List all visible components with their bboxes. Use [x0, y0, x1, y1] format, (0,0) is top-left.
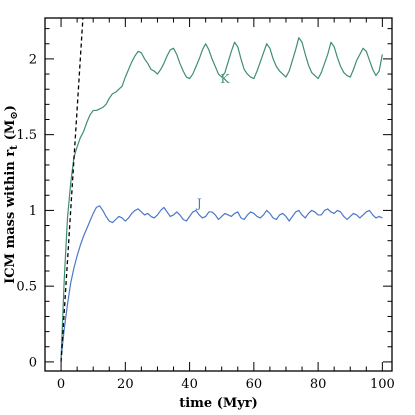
x-tick-label: 80: [310, 377, 327, 392]
series-label-k: K: [220, 72, 230, 86]
x-tick-label: 0: [57, 377, 65, 392]
x-axis-title: time (Myr): [179, 396, 258, 411]
y-tick-label: 0.5: [16, 280, 37, 295]
y-axis-title-close: ): [3, 105, 18, 111]
plot-frame: [44, 17, 393, 372]
reference-layer: [60, 18, 84, 362]
x-tick-label: 40: [181, 377, 198, 392]
x-tick-label: 100: [370, 377, 395, 392]
y-tick-label: 2: [29, 52, 37, 67]
y-tick-label: 1: [29, 204, 37, 219]
y-axis-title-main: ICM mass within r: [3, 150, 18, 284]
y-tick-label: 0: [29, 355, 37, 370]
y-tick-label: 1.5: [16, 128, 37, 143]
y-axis-title-sub: t: [9, 145, 20, 150]
x-tick-label: 20: [117, 377, 134, 392]
reference-dashed-line: [60, 18, 84, 362]
y-axis-title: ICM mass within rt (M⊙): [3, 105, 20, 284]
label-layer: KJ: [195, 72, 231, 210]
series-line-k: [60, 37, 383, 359]
y-axis-title-unit-sub: ⊙: [9, 111, 20, 119]
series-line-j: [60, 205, 383, 359]
x-tick-label: 60: [246, 377, 263, 392]
series-layer: [60, 37, 383, 359]
y-axis-title-unit: (M: [3, 120, 18, 141]
series-label-j: J: [195, 196, 202, 210]
tick-layer: 0 20 40 60 80 100 0 0.5 1 1.5 2: [16, 18, 395, 392]
